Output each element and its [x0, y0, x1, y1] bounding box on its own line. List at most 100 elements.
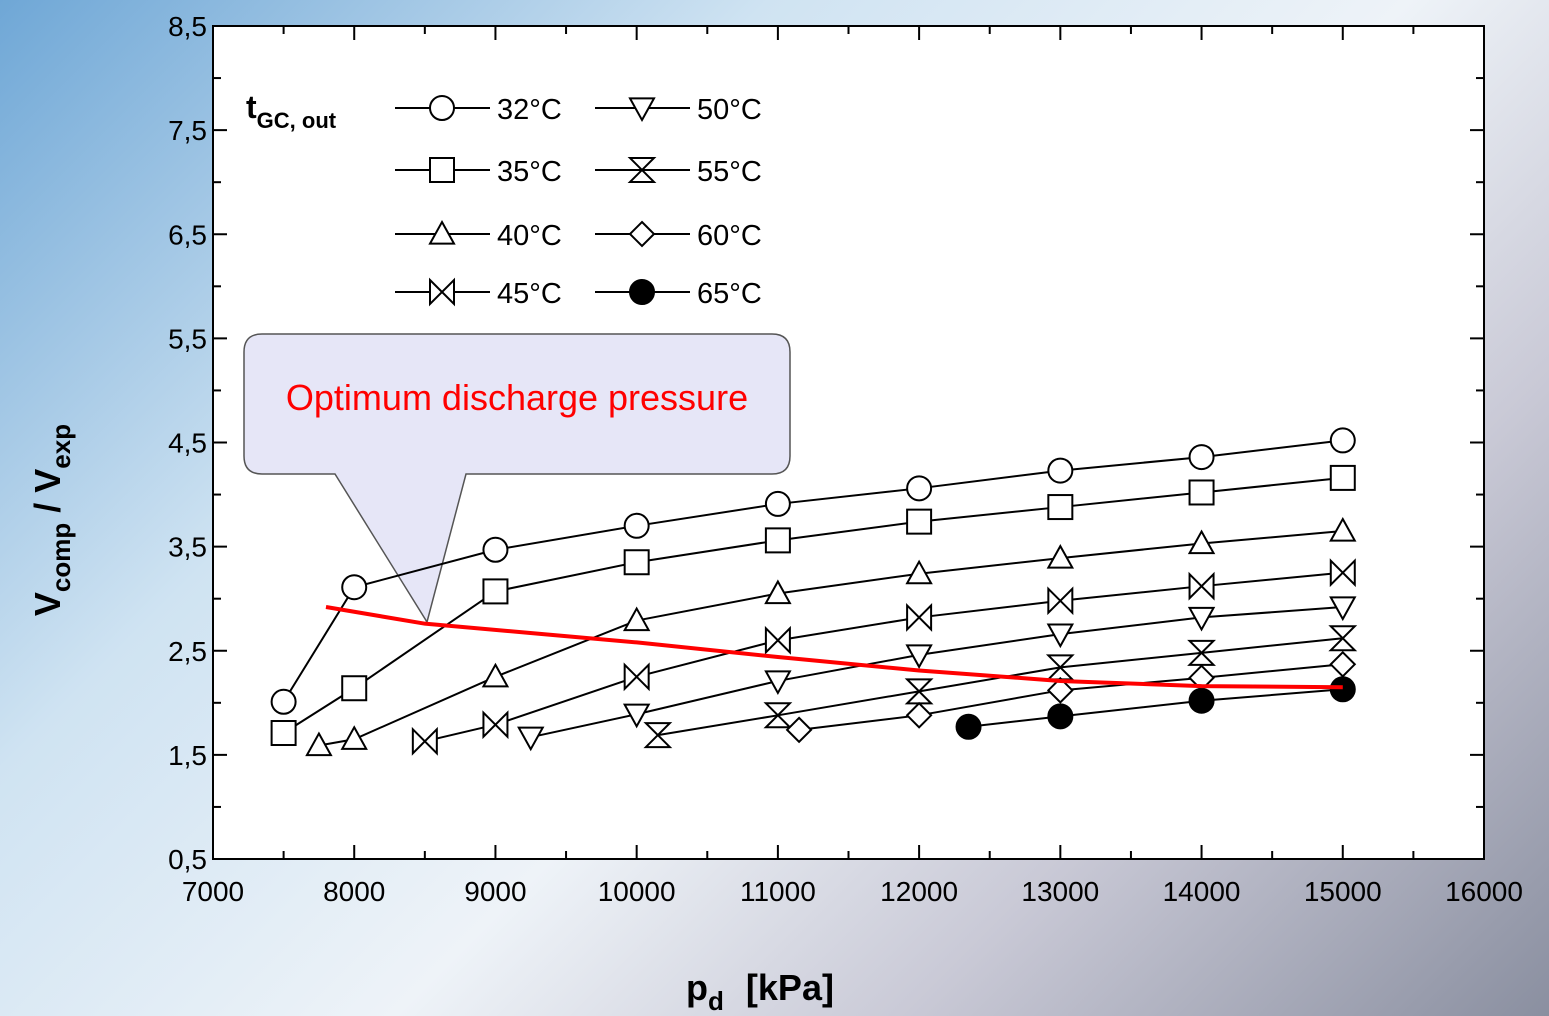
y-tick-label: 6,5: [168, 219, 207, 250]
marker: [905, 559, 933, 585]
x-label-sub: d: [708, 986, 724, 1016]
y-label-sub: exp: [46, 424, 76, 469]
x-tick-label: 15000: [1304, 876, 1382, 907]
marker: [1188, 479, 1215, 506]
x-label-main: p: [686, 967, 708, 1008]
marker: [643, 722, 673, 749]
series-line: [424, 571, 1343, 743]
x-label-unit: [kPa]: [746, 967, 834, 1008]
plot-frame: [212, 25, 1485, 860]
legend-marker: [429, 95, 455, 121]
marker: [764, 527, 791, 554]
marker: [270, 720, 297, 747]
marker: [270, 688, 297, 715]
marker: [955, 713, 982, 740]
y-tick-label: 7,5: [168, 115, 207, 146]
legend-label: 35°C: [497, 156, 562, 188]
marker: [482, 710, 509, 740]
marker: [1187, 639, 1216, 666]
legend-label: 40°C: [497, 220, 562, 252]
y-tick-label: 4,5: [168, 428, 207, 459]
x-tick-label: 7000: [182, 876, 244, 907]
legend-marker: [428, 219, 456, 245]
x-axis-label: pd [kPa]: [686, 967, 834, 1016]
legend-title: tGC, out: [246, 89, 337, 133]
y-tick-label: 5,5: [168, 323, 207, 354]
marker: [785, 716, 813, 744]
marker: [1329, 427, 1356, 454]
legend-label: 60°C: [697, 220, 762, 252]
x-tick-label: 16000: [1445, 876, 1523, 907]
legend-marker: [627, 157, 657, 183]
legend-label: 45°C: [497, 278, 562, 310]
series-line: [325, 605, 1343, 690]
marker: [1047, 457, 1074, 484]
x-tick-label: 10000: [598, 876, 676, 907]
marker: [1047, 703, 1074, 730]
legend-label: 32°C: [497, 94, 562, 126]
marker: [1329, 596, 1357, 622]
x-tick-label: 12000: [880, 876, 958, 907]
marker: [623, 549, 650, 576]
marker: [1046, 676, 1074, 704]
marker: [341, 675, 368, 702]
marker: [905, 701, 933, 729]
x-tick-label: 14000: [1163, 876, 1241, 907]
marker: [482, 536, 509, 563]
series-line: [968, 688, 1343, 728]
marker: [341, 574, 368, 601]
marker: [1188, 444, 1215, 471]
marker: [1329, 464, 1356, 491]
marker: [763, 702, 793, 729]
legend-marker: [629, 279, 655, 305]
marker: [1046, 623, 1075, 649]
marker: [764, 579, 792, 605]
marker: [764, 490, 791, 517]
legend-title-sub: GC, out: [257, 108, 337, 133]
legend-title-main: t: [246, 89, 257, 125]
legend-marker: [429, 157, 455, 183]
marker: [905, 644, 933, 669]
marker: [482, 578, 509, 605]
marker: [1047, 494, 1074, 521]
plot-group: [212, 25, 1485, 860]
marker: [481, 662, 510, 688]
marker: [622, 703, 651, 729]
marker: [623, 512, 650, 539]
marker: [1187, 606, 1216, 632]
y-tick-label: 8,5: [168, 11, 207, 42]
marker: [305, 731, 333, 757]
marker: [904, 678, 934, 705]
marker: [906, 508, 933, 535]
y-label-main: V: [27, 592, 68, 616]
x-tick-label: 8000: [323, 876, 385, 907]
y-label-sub: comp: [46, 523, 76, 592]
y-axis-label: Vcomp / Vexp: [27, 424, 76, 616]
legend-label: 65°C: [697, 278, 762, 310]
marker: [906, 603, 933, 632]
marker: [517, 726, 545, 752]
marker: [1328, 625, 1358, 652]
y-tick-label: 0,5: [168, 844, 207, 875]
x-tick-label: 13000: [1021, 876, 1099, 907]
y-label-mid: / V: [27, 469, 68, 523]
marker: [1329, 676, 1356, 703]
marker: [1046, 544, 1075, 569]
marker: [1329, 516, 1357, 542]
marker: [623, 662, 650, 692]
legend-marker: [628, 97, 656, 123]
x-tick-label: 11000: [740, 876, 816, 907]
callout-box: [243, 333, 791, 624]
x-tick-label: 9000: [464, 876, 526, 907]
marker: [1187, 529, 1216, 555]
y-tick-label: 1,5: [168, 740, 207, 771]
legend-marker: [429, 277, 455, 307]
marker: [764, 625, 791, 655]
marker: [1329, 558, 1356, 588]
marker: [622, 606, 651, 632]
marker: [1188, 571, 1215, 601]
marker: [906, 475, 933, 502]
marker: [340, 725, 368, 750]
